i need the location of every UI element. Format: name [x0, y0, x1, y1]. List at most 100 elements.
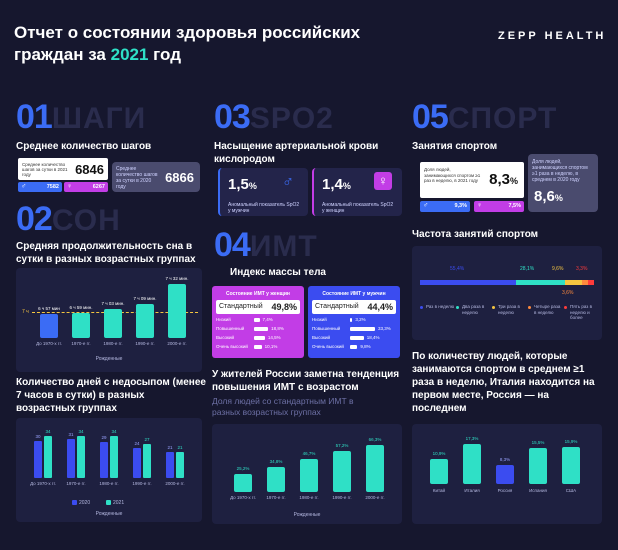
bmi-row-label: Очень высокий [216, 344, 248, 349]
legend-label: Пять раз в неделю и более [570, 304, 592, 320]
bmi-row-value: 33,3% [377, 326, 391, 331]
deprivation-category-label: До 1970-х гг. [30, 481, 56, 486]
section-04-header: 04ИМТ [214, 226, 318, 264]
country-category-label: Испания [529, 488, 547, 493]
deprivation-bar-label: 31 [68, 432, 74, 438]
countries-chart: 10,9% Китай 17,3% Италия 8,3% Россия 15,5% Испа… [412, 424, 602, 524]
sport-male-badge: ♂ 9,3% [420, 201, 470, 212]
country-category-label: США [565, 488, 577, 493]
deprivation-bar [77, 435, 85, 478]
country-bar [496, 464, 514, 484]
deprivation-chart-panel: 30 34 До 1970-х гг. 31 34 1970-е гг. 29 34 1980-… [16, 418, 202, 522]
bmi-women-card: Состояние ИМТ у женщин Стандартный 49,8%… [212, 286, 304, 358]
country-bar-label: 10,9% [432, 450, 446, 456]
bmi-trend-category-label: 1980-е гг. [299, 495, 319, 500]
frequency-segment [565, 280, 582, 285]
steps-2021-card: Среднее количество шагов за сутки в 2021… [18, 158, 108, 180]
brand-logo: ZEPP HEALTH [498, 30, 607, 42]
deprivation-bar [166, 451, 174, 478]
sleep-bar [168, 283, 186, 338]
deprivation-bar [133, 448, 141, 478]
steps-female-badge: ♀ 6267 [64, 182, 108, 192]
frequency-segment [581, 280, 589, 285]
section-05-header: 05СПОРТ [412, 98, 558, 136]
bmi-row-value: 18,4% [366, 335, 380, 340]
country-category-label: Россия [497, 488, 513, 493]
countries-panel: 10,9% Китай 17,3% Италия 8,3% Россия 15,5% Испа… [412, 424, 602, 524]
country-category-label: Китай [432, 488, 446, 493]
bmi-trend-category-label: 2000-е гг. [365, 495, 385, 500]
bmi-women-rows: Низкий 7,4% Повышенный 18,8% Высокий 14,5% Оче… [216, 317, 300, 357]
sleep-bar-label: 7 ч 09 мин. [133, 295, 157, 301]
sport-frequency-panel: 55,4% 28,1% 9,6% 3,6% 3,3% Раз в неделю Два ра… [412, 246, 602, 340]
sleep-bar [72, 312, 90, 338]
sleep-bar-label: 7 ч 03 мин. [101, 301, 125, 306]
legend-swatch [106, 500, 111, 505]
sleep-chart: 7 ч 6 ч 57 мин До 1970-х гг. 6 ч 59 мин. 197… [16, 268, 202, 372]
sleep-bar-label: 6 ч 59 мин. [69, 304, 93, 310]
deprivation-bar-label: 34 [111, 428, 117, 434]
countries-heading: По количеству людей, которые занимаются … [412, 351, 595, 414]
bmi-row-value: 10,1% [264, 344, 278, 349]
section-03-header: 03SPO2 [214, 98, 334, 136]
female-icon: ♀ [67, 183, 73, 190]
bmi-trend-bar [234, 474, 252, 492]
deprivation-chart: 30 34 До 1970-х гг. 31 34 1970-е гг. 29 34 1980-… [16, 418, 202, 522]
section-02-header: 02СОН [16, 200, 121, 238]
threshold-label: 7 ч [22, 308, 29, 315]
frequency-value-label: 3,6% [562, 290, 574, 296]
section-01-header: 01ШАГИ [16, 98, 147, 136]
legend-dot [492, 306, 495, 309]
country-bar [562, 447, 580, 484]
sleep-bar-label: 7 ч 32 мин. [165, 275, 189, 281]
steps-2021-value: 6846 [75, 162, 104, 177]
legend-dot [420, 306, 423, 309]
legend-swatch [72, 500, 77, 505]
sleep-category-label: 1990-е гг. [135, 341, 155, 346]
bmi-men-rows: Низкий 3,2% Повышенный 33,3% Высокий 18,4% Оче… [312, 317, 396, 357]
country-bar-label: 17,3% [465, 436, 479, 442]
bmi-trend-bar [333, 451, 351, 492]
sleep-deprivation-heading: Количество дней с недосыпом (менее 7 час… [16, 377, 206, 414]
bmi-trend-bar-label: 46,7% [302, 450, 316, 456]
sleep-category-label: 1970-е гг. [71, 341, 91, 346]
steps-2020-card: Среднее количество шагов за сутки в 2020… [112, 162, 200, 192]
bmi-row-bar [254, 327, 269, 331]
sleep-bar-label: 6 ч 57 мин [38, 306, 60, 312]
legend-label: Два раза в неделю [462, 304, 485, 315]
deprivation-bar [110, 435, 118, 478]
bmi-trend-category-label: До 1970-х гг. [230, 495, 256, 500]
male-icon: ♂ [21, 183, 27, 190]
sleep-category-label: 1980-е гг. [103, 341, 123, 346]
bmi-row-label: Высокий [216, 335, 235, 340]
bmi-row-value: 7,4% [262, 317, 273, 322]
bmi-trend-bar-label: 34,8% [269, 459, 283, 465]
bmi-trend-panel: 25,2% До 1970-х гг. 34,8% 1970-е гг. 46,7% 19… [212, 424, 402, 524]
country-bar-label: 8,3% [499, 456, 511, 462]
sleep-chart-panel: 7 ч 6 ч 57 мин До 1970-х гг. 6 ч 59 мин. 197… [16, 268, 202, 372]
sleep-bar [136, 303, 154, 338]
male-icon: ♂ [282, 174, 294, 191]
deprivation-bar [44, 435, 52, 478]
country-bar-label: 15,5% [531, 440, 545, 446]
bmi-trend-category-label: 1970-е гг. [266, 495, 286, 500]
sport-heading: Занятия спортом [412, 141, 498, 152]
deprivation-bar-label: 34 [78, 428, 84, 434]
frequency-value-label: 55,4% [450, 266, 465, 272]
sport-frequency-heading: Частота занятий спортом [412, 229, 539, 240]
frequency-segment [588, 280, 594, 285]
bmi-trend-category-label: 1990-е гг. [332, 495, 352, 500]
sleep-bar [40, 314, 58, 338]
country-bar [430, 458, 448, 484]
deprivation-bar-label: 30 [35, 433, 41, 439]
frequency-value-label: 9,6% [552, 266, 564, 272]
sleep-bar [104, 309, 122, 338]
steps-heading: Среднее количество шагов [16, 141, 152, 152]
bmi-row-label: Высокий [312, 335, 331, 340]
frequency-value-label: 3,3% [576, 266, 588, 272]
deprivation-bar [100, 441, 108, 478]
country-bar [529, 448, 547, 484]
sleep-category-label: До 1970-х гг. [36, 341, 62, 346]
bmi-row-bar [350, 327, 375, 331]
deprivation-bar [67, 439, 75, 478]
